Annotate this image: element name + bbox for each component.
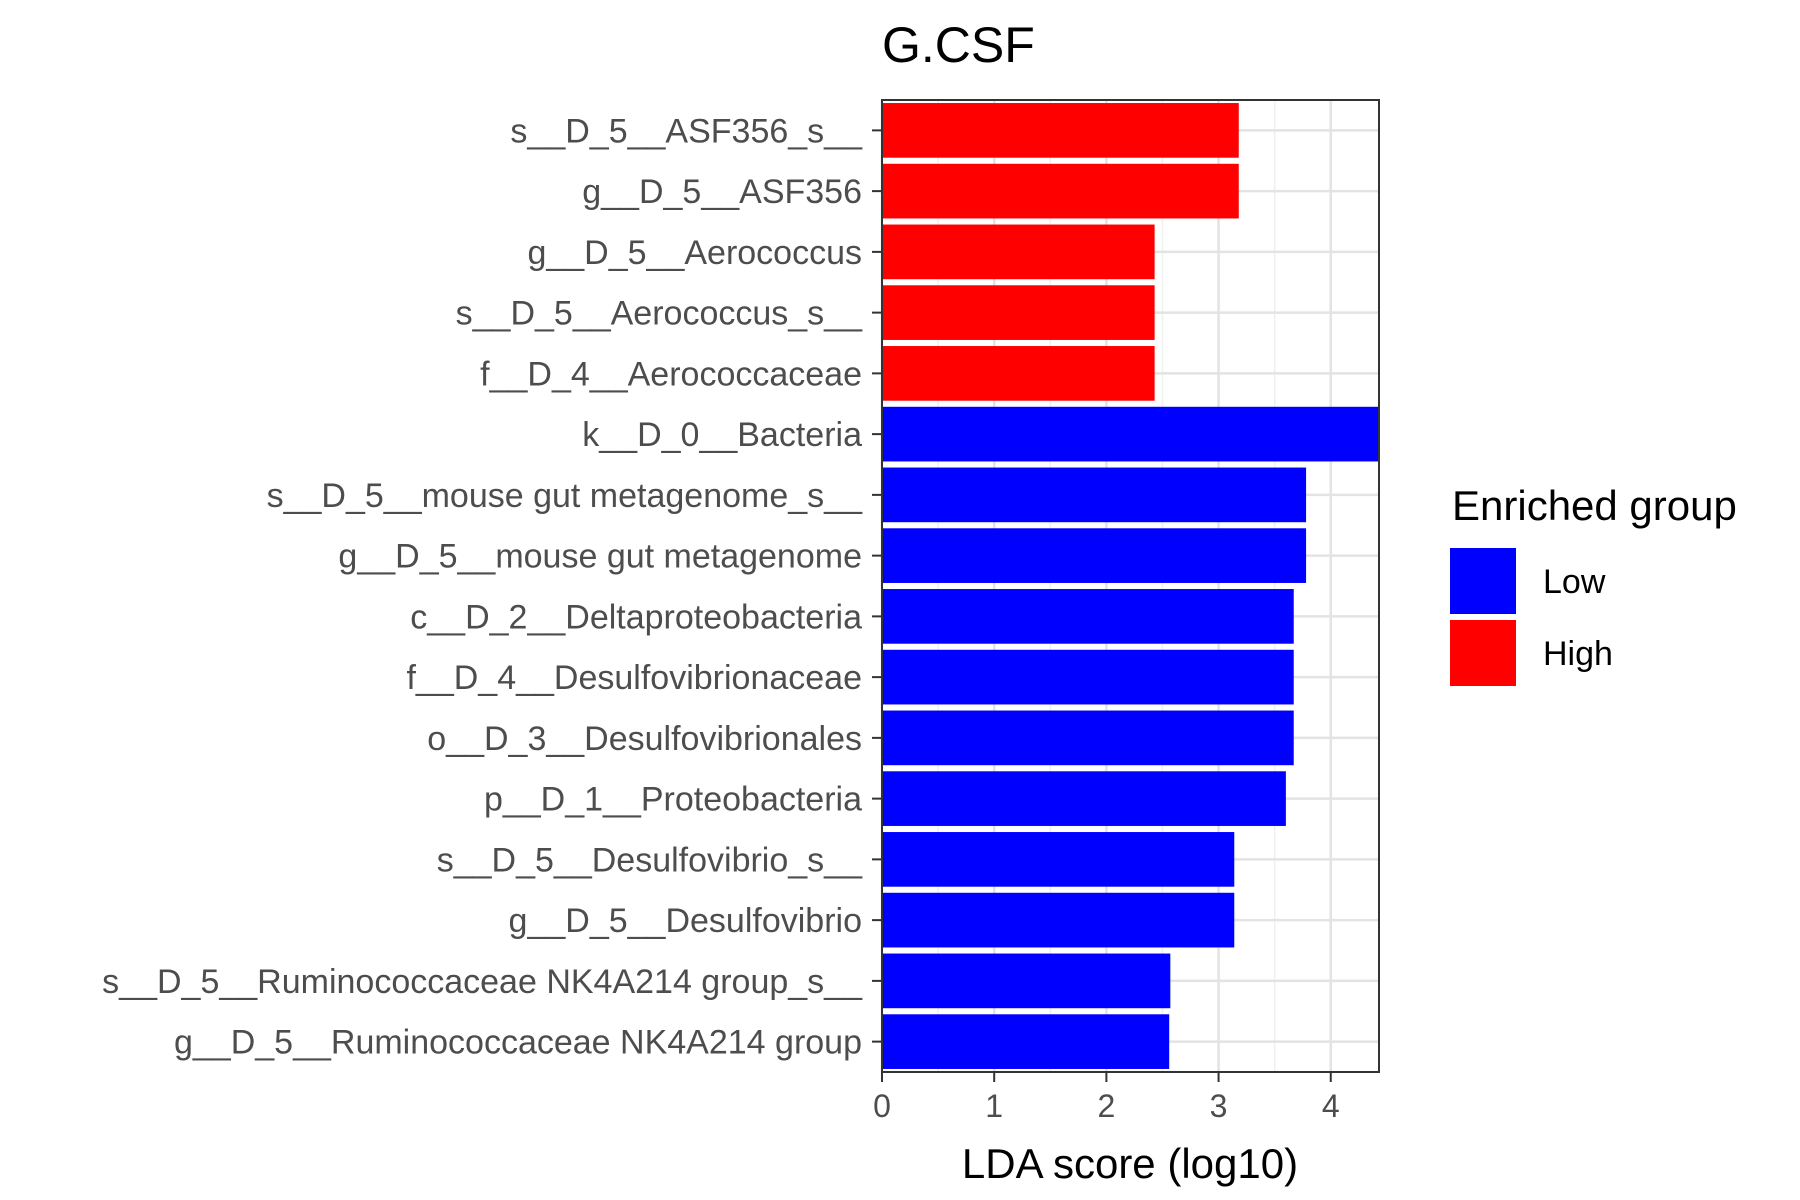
bar <box>882 163 1239 219</box>
bar <box>882 285 1155 340</box>
category-label: k__D_0__Bacteria <box>582 416 862 454</box>
plot-border <box>881 99 1380 1073</box>
legend-key <box>1450 620 1516 686</box>
bar <box>882 346 1155 401</box>
category-label: g__D_5__Aerococcus <box>527 234 862 272</box>
bar <box>882 953 1171 1009</box>
legend-label: High <box>1543 635 1613 673</box>
legend-label: Low <box>1543 563 1606 601</box>
category-label: g__D_5__Desulfovibrio <box>509 902 862 940</box>
bar <box>882 832 1235 887</box>
x-axis-title: LDA score (log10) <box>962 1140 1298 1187</box>
category-label: g__D_5__mouse gut metagenome <box>338 538 862 576</box>
category-label: p__D_1__Proteobacteria <box>484 781 862 819</box>
bars <box>882 103 1379 1069</box>
bar <box>882 1014 1170 1069</box>
x-tick-label: 4 <box>1322 1088 1340 1124</box>
category-label: s__D_5__mouse gut metagenome_s__ <box>267 477 863 515</box>
bar <box>882 406 1379 462</box>
bar <box>882 892 1235 948</box>
legend-title: Enriched group <box>1452 482 1737 529</box>
bar <box>882 103 1239 158</box>
category-label: s__D_5__Ruminococcaceae NK4A214 group_s_… <box>102 963 863 1001</box>
legend: Enriched group Low High <box>1450 482 1737 686</box>
bar <box>882 771 1286 826</box>
bar <box>882 710 1294 766</box>
x-tick-label: 3 <box>1210 1088 1228 1124</box>
bar <box>882 649 1294 705</box>
bar <box>882 528 1307 583</box>
bar <box>882 467 1307 523</box>
category-label: f__D_4__Desulfovibrionaceae <box>406 659 862 697</box>
bar <box>882 589 1294 644</box>
category-label: s__D_5__Aerococcus_s__ <box>456 295 863 333</box>
category-label: f__D_4__Aerococcaceae <box>480 355 862 393</box>
x-tick-label: 2 <box>1097 1088 1115 1124</box>
category-label: g__D_5__Ruminococcaceae NK4A214 group <box>174 1024 862 1062</box>
x-tick-label: 0 <box>873 1088 891 1124</box>
category-labels: s__D_5__ASF356_s__ g__D_5__ASF356 g__D_5__… <box>102 112 882 1062</box>
category-label: c__D_2__Deltaproteobacteria <box>410 598 862 636</box>
x-axis: 0 1 2 3 4 <box>873 1072 1340 1124</box>
bar <box>882 224 1155 280</box>
category-label: s__D_5__ASF356_s__ <box>510 112 863 150</box>
category-label: s__D_5__Desulfovibrio_s__ <box>437 841 863 879</box>
x-tick-label: 1 <box>985 1088 1003 1124</box>
category-label: g__D_5__ASF356 <box>582 173 862 211</box>
chart-title: G.CSF <box>882 17 1035 73</box>
category-label: o__D_3__Desulfovibrionales <box>427 720 862 758</box>
legend-key <box>1450 548 1516 614</box>
